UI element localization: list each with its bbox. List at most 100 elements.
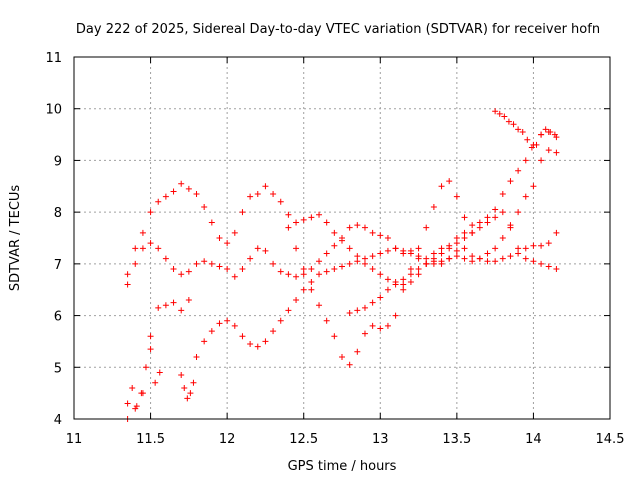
data-point bbox=[178, 372, 185, 379]
data-point bbox=[277, 268, 284, 275]
data-point bbox=[293, 245, 300, 252]
data-point bbox=[178, 271, 185, 278]
data-point bbox=[262, 338, 269, 345]
data-point bbox=[201, 338, 208, 345]
data-point bbox=[430, 255, 437, 262]
data-point bbox=[152, 379, 159, 386]
data-point bbox=[147, 209, 154, 216]
data-point bbox=[178, 307, 185, 314]
data-point bbox=[277, 198, 284, 205]
data-point bbox=[522, 245, 529, 252]
data-point bbox=[453, 247, 460, 254]
data-point bbox=[461, 245, 468, 252]
data-point bbox=[438, 245, 445, 252]
data-point bbox=[453, 253, 460, 260]
data-point bbox=[469, 222, 476, 229]
data-point bbox=[346, 361, 353, 368]
data-point bbox=[522, 193, 529, 200]
data-point bbox=[354, 258, 361, 265]
data-point bbox=[300, 216, 307, 223]
data-point bbox=[239, 266, 246, 273]
y-tick-label: 8 bbox=[54, 206, 62, 221]
data-point bbox=[262, 183, 269, 190]
data-point bbox=[133, 403, 140, 410]
data-point bbox=[505, 118, 512, 125]
data-point bbox=[476, 224, 483, 231]
data-point bbox=[524, 136, 531, 143]
data-point bbox=[193, 191, 200, 198]
data-point bbox=[461, 214, 468, 221]
data-point bbox=[285, 271, 292, 278]
data-point bbox=[270, 191, 277, 198]
data-point bbox=[339, 237, 345, 244]
data-point bbox=[533, 141, 540, 148]
data-point bbox=[139, 229, 146, 236]
data-point bbox=[308, 278, 315, 285]
data-point bbox=[510, 121, 517, 128]
data-point bbox=[522, 157, 529, 164]
data-point bbox=[453, 240, 460, 247]
data-point bbox=[407, 278, 414, 285]
x-tick-label: 13 bbox=[372, 432, 389, 447]
data-point bbox=[216, 320, 223, 327]
data-point bbox=[187, 390, 194, 397]
data-point bbox=[323, 219, 330, 226]
data-point bbox=[400, 276, 407, 283]
data-point bbox=[361, 330, 368, 337]
data-point bbox=[484, 250, 491, 257]
data-point bbox=[162, 302, 169, 309]
data-point bbox=[185, 185, 192, 192]
data-point bbox=[392, 281, 399, 288]
data-point bbox=[354, 307, 361, 314]
data-point bbox=[142, 364, 149, 371]
data-point bbox=[354, 253, 361, 260]
data-point bbox=[181, 384, 188, 391]
data-point bbox=[551, 131, 558, 138]
data-point bbox=[323, 250, 330, 257]
data-point bbox=[446, 255, 453, 262]
data-point bbox=[469, 258, 476, 265]
data-point bbox=[415, 245, 422, 252]
x-tick-label: 12 bbox=[219, 432, 236, 447]
data-point bbox=[377, 250, 384, 257]
data-point bbox=[323, 268, 330, 275]
data-point bbox=[407, 271, 414, 278]
data-point bbox=[515, 245, 522, 252]
data-point bbox=[369, 299, 376, 306]
data-point bbox=[193, 353, 200, 360]
data-point bbox=[239, 333, 246, 340]
data-point bbox=[538, 131, 545, 138]
data-point bbox=[300, 286, 307, 293]
data-point bbox=[461, 255, 468, 262]
data-point bbox=[339, 263, 345, 270]
series-track-e bbox=[285, 178, 476, 368]
data-point bbox=[162, 255, 169, 262]
data-point bbox=[501, 113, 508, 120]
data-point bbox=[492, 206, 499, 213]
data-point bbox=[430, 203, 437, 210]
data-point bbox=[124, 271, 131, 278]
data-point bbox=[354, 348, 361, 355]
data-point bbox=[208, 260, 215, 267]
data-point bbox=[178, 180, 185, 187]
data-point bbox=[155, 245, 162, 252]
data-point bbox=[515, 209, 522, 216]
data-point bbox=[545, 263, 552, 270]
x-tick-label: 11.5 bbox=[136, 432, 165, 447]
data-point bbox=[522, 255, 529, 262]
data-point bbox=[193, 260, 200, 267]
data-point bbox=[507, 178, 514, 185]
x-tick-label: 12.5 bbox=[289, 432, 318, 447]
data-point bbox=[285, 211, 292, 218]
data-points bbox=[124, 108, 560, 422]
data-point bbox=[530, 242, 537, 249]
data-point bbox=[499, 209, 506, 216]
data-point bbox=[369, 322, 376, 329]
data-point bbox=[446, 178, 453, 185]
data-point bbox=[216, 235, 223, 241]
data-point bbox=[224, 266, 231, 273]
data-point bbox=[293, 297, 300, 304]
data-point bbox=[262, 247, 269, 254]
data-point bbox=[484, 258, 491, 265]
series-track-a bbox=[124, 222, 560, 288]
